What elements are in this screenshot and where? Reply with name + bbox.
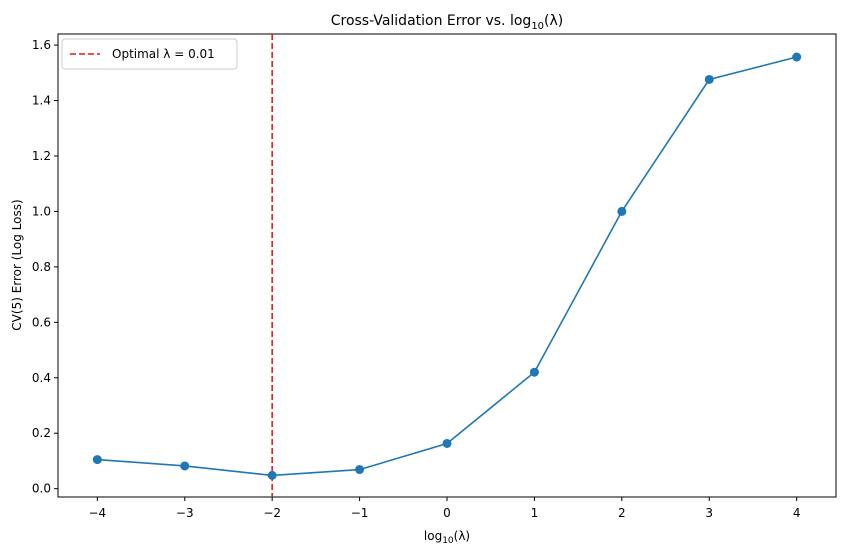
legend-box xyxy=(61,38,238,70)
data-point xyxy=(180,461,190,471)
data-point xyxy=(617,206,627,216)
data-point xyxy=(792,52,802,62)
data-point xyxy=(529,367,539,377)
x-tick-label: −2 xyxy=(263,506,281,520)
plot-area: −4 −3 −2 −1 0 1 2 3 4 0.0 0.2 0.4 0.6 0.8 1.0 1.2 1.4 1.6 xyxy=(32,33,837,520)
x-axis-label: log10(λ) xyxy=(424,529,470,546)
legend: Optimal λ = 0.01 xyxy=(61,38,238,70)
y-tick-label: 1.4 xyxy=(32,94,51,108)
x-tick-label: −4 xyxy=(88,506,106,520)
y-tick-label: 1.2 xyxy=(32,149,51,163)
x-tick-label: 4 xyxy=(793,506,801,520)
y-tick-label: 0.2 xyxy=(32,426,51,440)
x-tick-label: 1 xyxy=(531,506,539,520)
x-tick-label: 0 xyxy=(443,506,451,520)
y-tick-label: 1.0 xyxy=(32,204,51,218)
data-point xyxy=(355,465,365,475)
series-line xyxy=(97,56,797,477)
data-point xyxy=(704,74,714,84)
x-tick-label: −3 xyxy=(176,506,194,520)
axes-frame xyxy=(57,33,837,498)
x-tick-label: 2 xyxy=(618,506,626,520)
y-tick-label: 0.0 xyxy=(32,482,51,496)
data-point xyxy=(267,470,277,480)
y-axis-label: CV(5) Error (Log Loss) xyxy=(10,199,24,330)
data-point xyxy=(442,438,452,448)
y-tick-label: 0.4 xyxy=(32,371,51,385)
data-point xyxy=(92,455,102,465)
y-tick-label: 0.8 xyxy=(32,260,51,274)
legend-label-optimal-lambda: Optimal λ = 0.01 xyxy=(112,47,215,61)
chart-title: Cross-Validation Error vs. log10(λ) xyxy=(331,13,564,32)
x-tick-label: −1 xyxy=(351,506,369,520)
y-tick-label: 1.6 xyxy=(32,38,51,52)
y-tick-label: 0.6 xyxy=(32,315,51,329)
x-tick-label: 3 xyxy=(705,506,713,520)
